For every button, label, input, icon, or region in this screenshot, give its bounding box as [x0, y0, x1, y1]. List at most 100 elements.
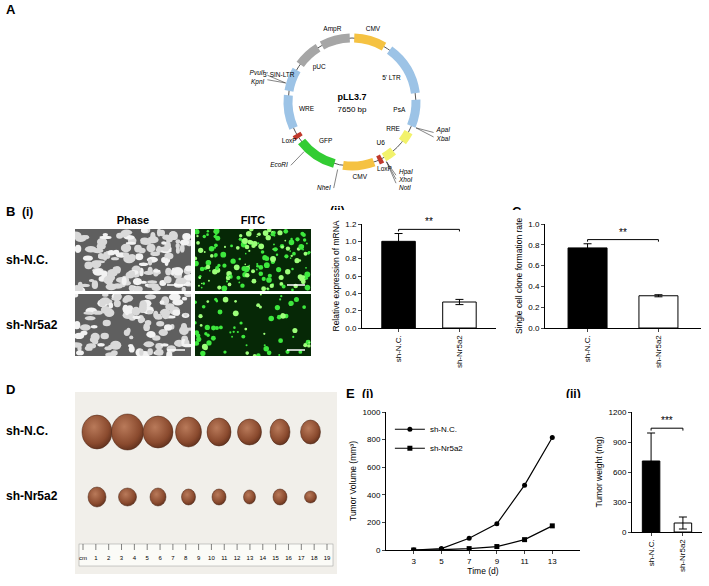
html-text:sh-N.C.: sh-N.C. [6, 253, 48, 267]
html-text:sh-Nr5a2: sh-Nr5a2 [6, 489, 58, 503]
html-text:sh-N.C.: sh-N.C. [6, 424, 48, 438]
svg-text:Relative expression of mRNA: Relative expression of mRNA [331, 220, 341, 331]
svg-text:sh-Nr5a2: sh-Nr5a2 [430, 444, 463, 453]
svg-text:4: 4 [133, 555, 137, 561]
svg-text:600: 600 [367, 463, 381, 472]
svg-text:16: 16 [285, 555, 292, 561]
svg-text:GFP: GFP [319, 137, 332, 144]
svg-text:19: 19 [324, 555, 331, 561]
svg-text:0: 0 [622, 528, 627, 537]
svg-text:400: 400 [367, 491, 381, 500]
svg-text:PvuII: PvuII [250, 69, 265, 76]
html-text:FITC: FITC [240, 214, 266, 226]
svg-text:0.2: 0.2 [345, 306, 357, 315]
svg-text:0.8: 0.8 [528, 241, 540, 250]
svg-text:0.2: 0.2 [528, 303, 540, 312]
svg-text:XhoI: XhoI [398, 176, 413, 183]
svg-text:LoxP: LoxP [282, 137, 297, 144]
svg-text:300: 300 [613, 498, 627, 507]
svg-text:0.6: 0.6 [528, 261, 540, 270]
svg-text:sh-N.C.: sh-N.C. [583, 335, 592, 362]
svg-text:17: 17 [298, 555, 305, 561]
svg-text:1000: 1000 [363, 408, 381, 417]
html-text:A: A [6, 2, 16, 17]
svg-text:5' LTR: 5' LTR [382, 74, 401, 81]
svg-text:0.4: 0.4 [528, 282, 540, 291]
svg-text:1: 1 [94, 555, 98, 561]
svg-text:pUC: pUC [313, 63, 326, 71]
svg-text:NheI: NheI [317, 184, 331, 191]
svg-text:1200: 1200 [609, 408, 627, 417]
svg-text:1.0: 1.0 [528, 220, 540, 229]
svg-text:***: *** [661, 415, 673, 426]
svg-text:11: 11 [221, 555, 228, 561]
svg-text:600: 600 [613, 468, 627, 477]
svg-text:sh-Nr5a2: sh-Nr5a2 [679, 539, 688, 572]
svg-text:RRE: RRE [386, 125, 400, 132]
svg-text:CMV: CMV [366, 25, 381, 32]
svg-text:3' SIN-LTR: 3' SIN-LTR [263, 71, 295, 78]
svg-text:5: 5 [146, 555, 150, 561]
svg-text:pLL3.7: pLL3.7 [337, 92, 366, 102]
svg-text:5: 5 [439, 557, 444, 566]
svg-text:1.2: 1.2 [345, 220, 357, 229]
html-text:sh-Nr5a2: sh-Nr5a2 [6, 318, 58, 332]
svg-text:cm: cm [79, 555, 87, 561]
svg-text:14: 14 [259, 555, 266, 561]
svg-text:7650 bp: 7650 bp [338, 105, 367, 114]
svg-text:7: 7 [171, 555, 175, 561]
svg-text:EcoRI: EcoRI [270, 161, 288, 168]
svg-text:AmpR: AmpR [323, 25, 341, 33]
svg-text:10: 10 [208, 555, 215, 561]
svg-text:sh-N.C.: sh-N.C. [394, 335, 403, 362]
svg-text:Single cell clone formation ra: Single cell clone formation rate [514, 218, 524, 335]
svg-text:U6: U6 [377, 139, 386, 146]
svg-text:6: 6 [158, 555, 162, 561]
svg-text:200: 200 [367, 518, 381, 527]
svg-text:HpaI: HpaI [399, 168, 413, 176]
svg-text:sh-N.C.: sh-N.C. [430, 425, 457, 434]
html-text:(ii): (ii) [330, 204, 345, 218]
svg-text:CMV: CMV [353, 173, 368, 180]
html-text:(i): (i) [362, 387, 374, 401]
svg-text:Time (d): Time (d) [467, 566, 498, 576]
svg-text:0.0: 0.0 [528, 324, 540, 333]
svg-text:1.0: 1.0 [345, 237, 357, 246]
svg-text:13: 13 [247, 555, 254, 561]
svg-text:13: 13 [548, 557, 557, 566]
svg-text:NotI: NotI [399, 184, 411, 191]
svg-text:12: 12 [234, 555, 241, 561]
svg-text:3: 3 [411, 557, 416, 566]
svg-text:WRE: WRE [299, 105, 315, 112]
svg-text:900: 900 [613, 438, 627, 447]
svg-text:18: 18 [311, 555, 318, 561]
svg-text:sh-Nr5a2: sh-Nr5a2 [654, 335, 663, 368]
svg-text:sh-N.C.: sh-N.C. [647, 539, 656, 566]
svg-text:PsA: PsA [393, 106, 406, 113]
svg-text:11: 11 [520, 557, 529, 566]
svg-text:9: 9 [495, 557, 500, 566]
svg-text:KpnI: KpnI [251, 78, 265, 86]
svg-text:**: ** [425, 216, 433, 227]
html-text:(ii): (ii) [566, 387, 581, 401]
svg-text:0.6: 0.6 [345, 272, 357, 281]
html-text:(i): (i) [22, 205, 34, 219]
svg-text:Tumor weight (mg): Tumor weight (mg) [594, 436, 604, 507]
svg-text:Tumor Volume (mm³): Tumor Volume (mm³) [348, 441, 358, 521]
svg-text:0.4: 0.4 [345, 289, 357, 298]
svg-text:800: 800 [367, 435, 381, 444]
svg-text:0.8: 0.8 [345, 254, 357, 263]
svg-text:sh-Nr5a2: sh-Nr5a2 [455, 335, 464, 368]
svg-text:ApaI: ApaI [436, 126, 451, 134]
svg-text:**: ** [619, 227, 627, 238]
html-text:Phase: Phase [116, 214, 150, 226]
svg-text:8: 8 [184, 555, 188, 561]
svg-text:2: 2 [107, 555, 111, 561]
svg-text:0: 0 [376, 546, 381, 555]
svg-text:0.0: 0.0 [345, 324, 357, 333]
svg-text:9: 9 [197, 555, 201, 561]
svg-text:3: 3 [120, 555, 124, 561]
svg-text:XbaI: XbaI [436, 135, 451, 142]
svg-text:15: 15 [272, 555, 279, 561]
svg-text:7: 7 [467, 557, 472, 566]
